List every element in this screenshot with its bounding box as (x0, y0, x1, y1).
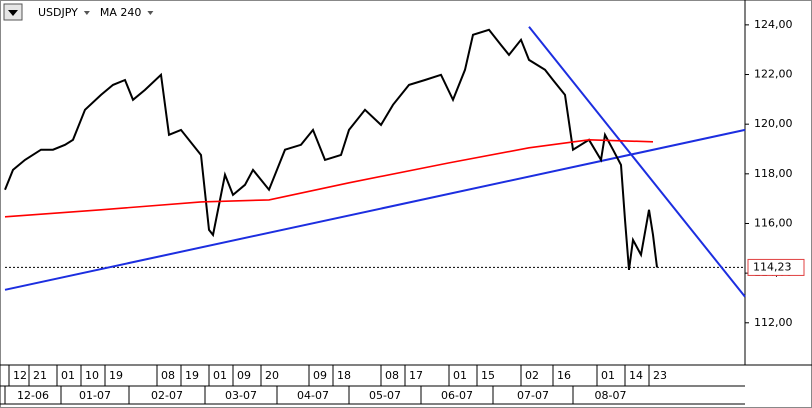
trendline (528, 26, 746, 298)
y-tick-label: 122,00 (754, 68, 793, 81)
x-tick-label: 14 (629, 369, 643, 382)
month-label: 02-07 (151, 389, 183, 402)
month-label: 08-07 (595, 389, 627, 402)
menu-arrow (8, 10, 18, 16)
y-tick-label: 112,00 (754, 316, 793, 329)
price-line (4, 28, 658, 271)
x-tick-label: 01 (213, 369, 227, 382)
last-price-label: 114,23 (753, 260, 792, 273)
y-tick-label: 118,00 (754, 167, 793, 180)
x-tick-label: 01 (61, 369, 75, 382)
x-tick-label: 10 (85, 369, 99, 382)
y-tick-label: 116,00 (754, 216, 793, 229)
legend-arrow (83, 11, 90, 15)
x-tick-label: 23 (653, 369, 667, 382)
x-tick-label: 08 (161, 369, 175, 382)
x-tick-label: 17 (409, 369, 423, 382)
x-tick-label: 01 (453, 369, 467, 382)
x-tick-label: 02 (525, 369, 539, 382)
x-tick-label: 15 (481, 369, 495, 382)
month-label: 03-07 (225, 389, 257, 402)
trendline (4, 128, 746, 291)
x-tick-label: 01 (601, 369, 615, 382)
month-label: 05-07 (369, 389, 401, 402)
month-label: 06-07 (441, 389, 473, 402)
y-tick-label: 124,00 (754, 18, 793, 31)
legend-entry[interactable]: MA 240 (100, 6, 142, 19)
x-tick-label: 08 (385, 369, 399, 382)
x-tick-label: 16 (557, 369, 571, 382)
x-tick-label: 19 (185, 369, 199, 382)
month-label: 01-07 (79, 389, 111, 402)
month-label: 04-07 (297, 389, 329, 402)
x-tick-label: 19 (109, 369, 123, 382)
x-tick-label: 09 (237, 369, 251, 382)
month-label: 07-07 (517, 389, 549, 402)
last-price-box (747, 258, 805, 276)
ma-line (4, 138, 654, 218)
x-tick-label: 18 (337, 369, 351, 382)
y-tick-label: 120,00 (754, 117, 793, 130)
month-label: 12-06 (17, 389, 49, 402)
x-tick-label: 20 (265, 369, 279, 382)
x-tick-label: 12 (13, 369, 27, 382)
legend-arrow (147, 11, 154, 15)
x-tick-label: 21 (33, 369, 47, 382)
x-tick-label: 09 (313, 369, 327, 382)
legend-entry[interactable]: USDJPY (38, 6, 78, 19)
